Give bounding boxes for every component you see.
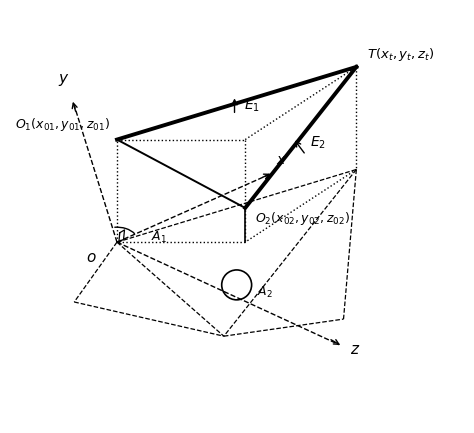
Text: $A_1$: $A_1$ <box>151 230 167 246</box>
Text: $E_2$: $E_2$ <box>310 134 326 151</box>
Text: $T(x_t,y_t,z_t)$: $T(x_t,y_t,z_t)$ <box>367 45 435 63</box>
Text: $O_1(x_{01},y_{01},z_{01})$: $O_1(x_{01},y_{01},z_{01})$ <box>16 116 110 133</box>
Text: $A_2$: $A_2$ <box>257 285 273 300</box>
Text: $x$: $x$ <box>276 153 287 167</box>
Text: $y$: $y$ <box>58 72 69 88</box>
Text: $O_2(x_{02},y_{02},z_{02})$: $O_2(x_{02},y_{02},z_{02})$ <box>255 210 350 227</box>
Text: $E_1$: $E_1$ <box>245 97 260 113</box>
Text: $o$: $o$ <box>86 249 97 265</box>
Text: $z$: $z$ <box>350 343 360 357</box>
